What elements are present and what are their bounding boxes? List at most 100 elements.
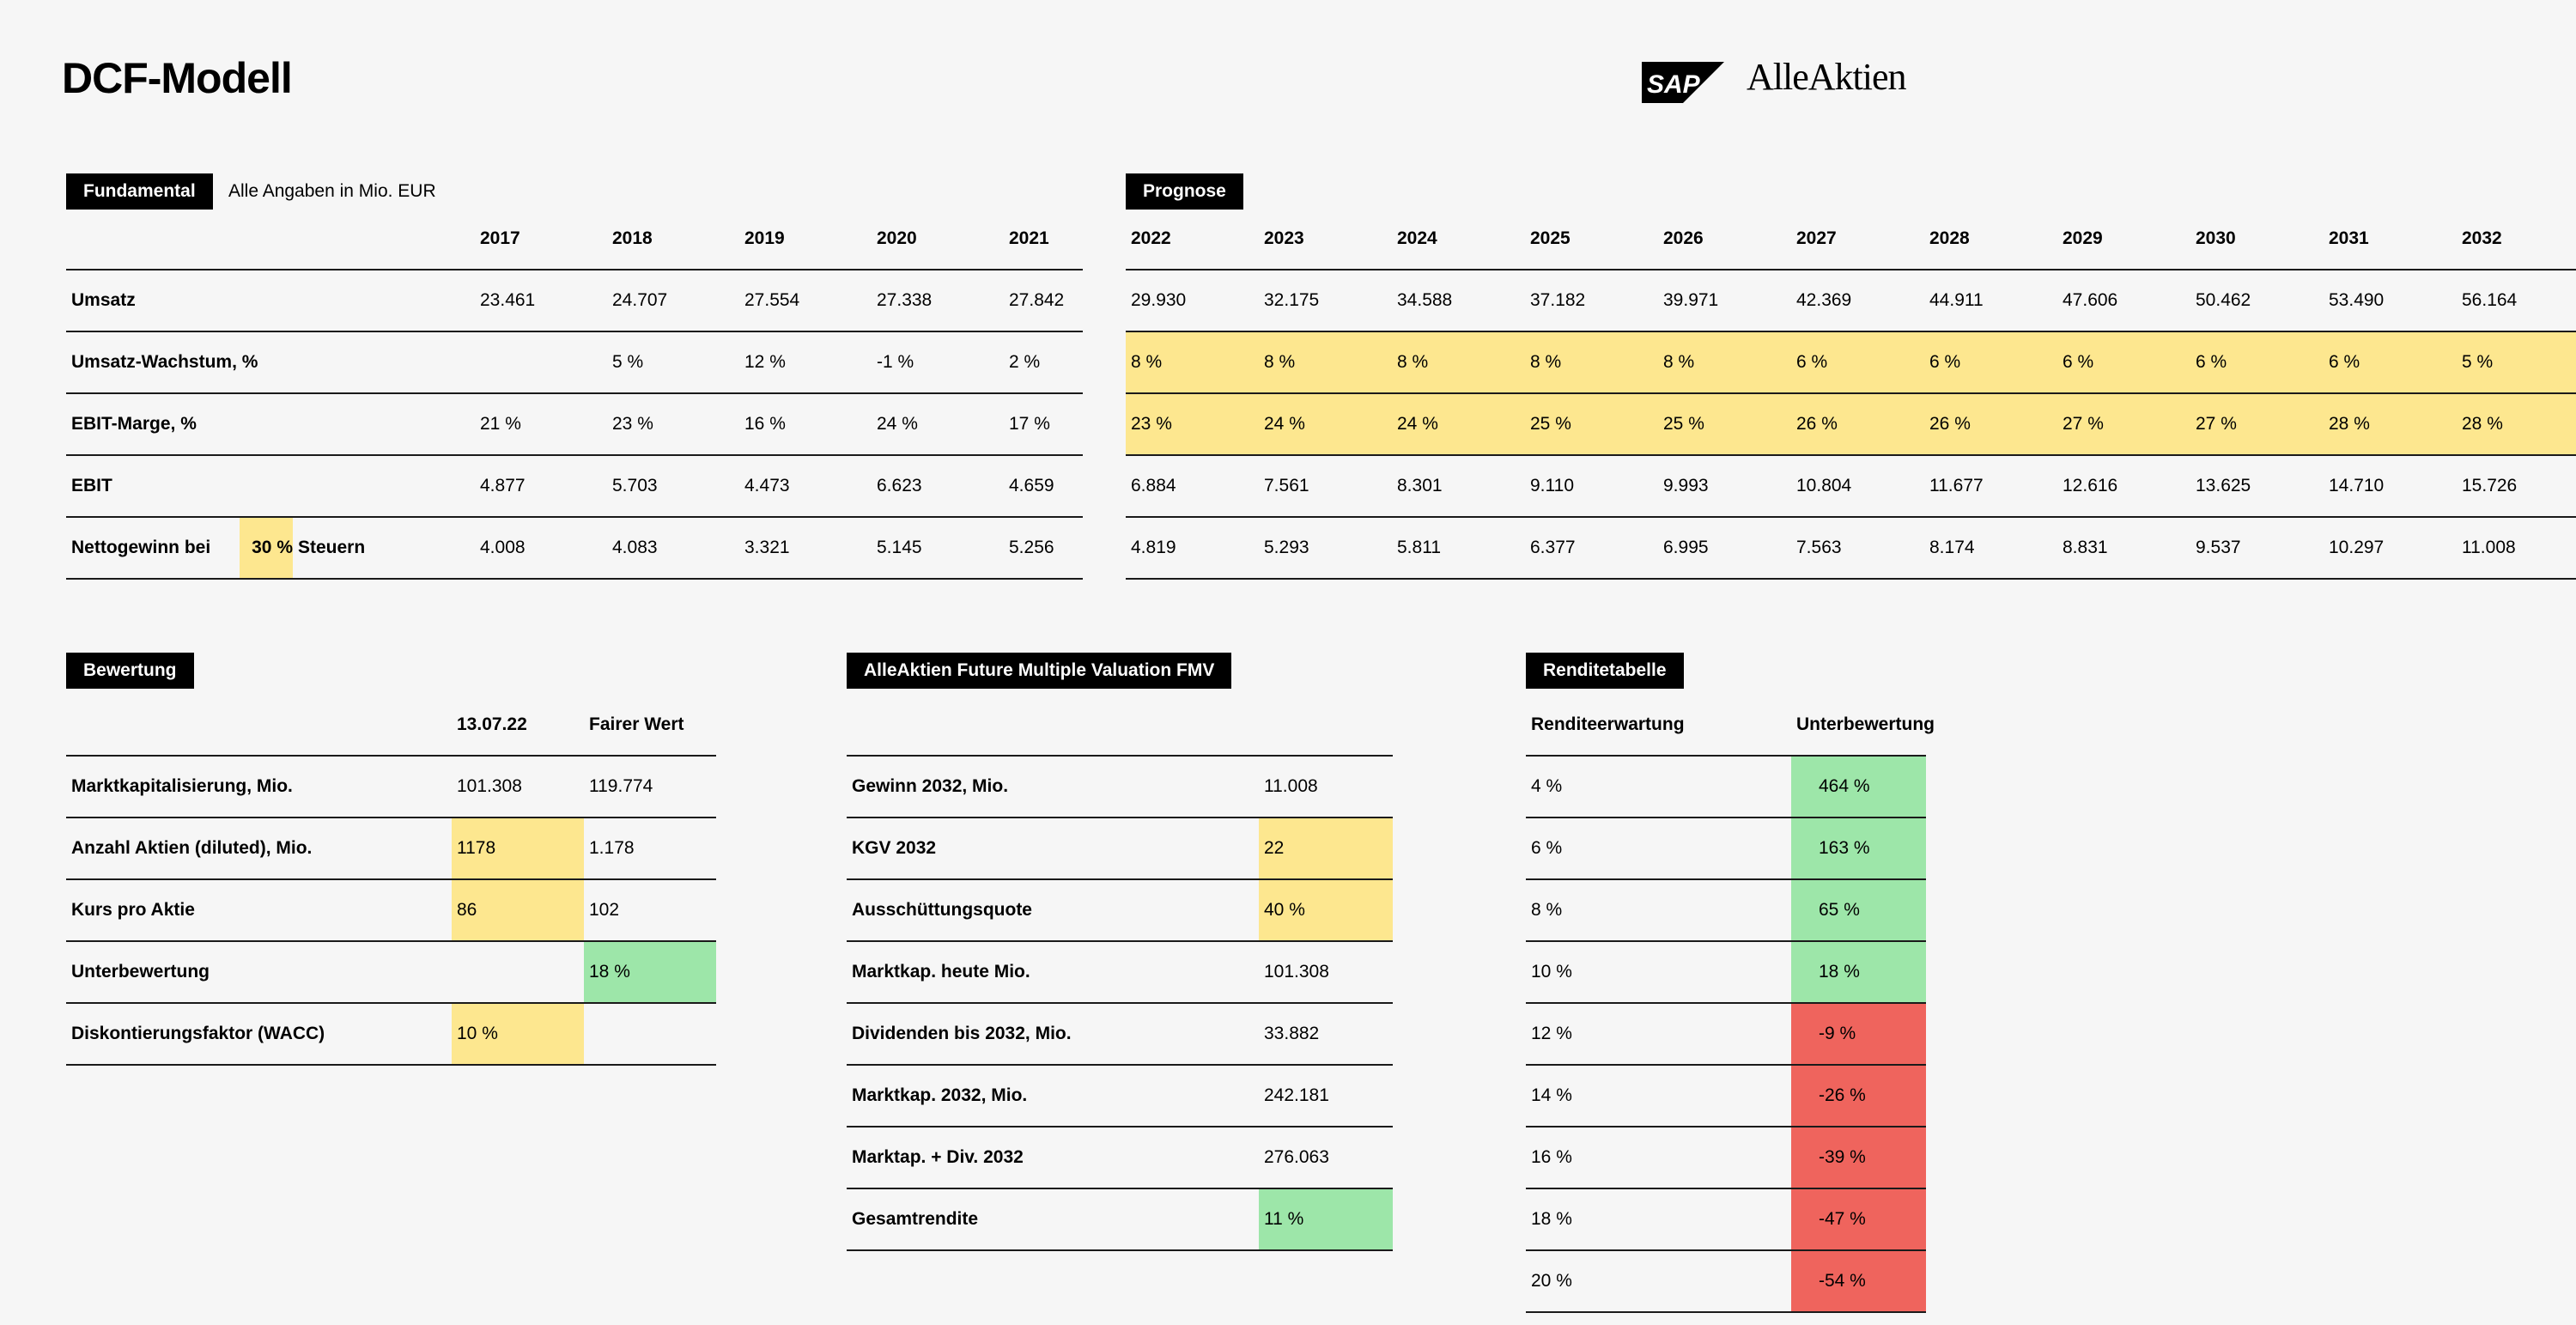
input-cell[interactable]: 23 % [1126, 393, 1259, 456]
cell: 21 % [475, 393, 607, 456]
cell: 16 % [1526, 1127, 1791, 1189]
input-cell[interactable]: 27 % [2190, 393, 2324, 456]
undervaluation-cell: 65 % [1791, 879, 1926, 942]
table-row: Marktap. + Div. 2032 276.063 [847, 1127, 1393, 1189]
row-label: Gesamtrendite [847, 1188, 1259, 1251]
input-cell[interactable]: 26 % [1924, 393, 2057, 456]
input-cell[interactable]: 6 % [1791, 331, 1924, 394]
sap-logo: SAP [1642, 62, 1724, 103]
input-cell[interactable]: 26 % [1791, 393, 1924, 456]
year-header: 2024 [1392, 209, 1525, 270]
input-cell[interactable]: 28 % [2457, 393, 2576, 456]
table-row: Gewinn 2032, Mio. 11.008 [847, 756, 1393, 818]
cell: 53.490 [2324, 270, 2457, 332]
input-cell[interactable]: 10 % [452, 1003, 584, 1066]
cell: 20 % [1526, 1250, 1791, 1313]
date-header: 13.07.22 [452, 695, 584, 757]
table-row: 4.819 5.293 5.811 6.377 6.995 7.563 8.17… [1126, 517, 2576, 580]
table-row: Umsatz-Wachstum, % 5 % 12 % -1 % 2 % [66, 331, 1083, 394]
input-cell[interactable]: 8 % [1525, 331, 1658, 394]
table-row: Marktkap. 2032, Mio. 242.181 [847, 1065, 1393, 1127]
cell: 10.804 [1791, 455, 1924, 518]
cell: 12 % [1526, 1003, 1791, 1066]
input-cell[interactable]: 22 [1259, 817, 1393, 880]
fair-value-header: Fairer Wert [584, 695, 716, 757]
row-label: Marktkap. 2032, Mio. [847, 1065, 1259, 1127]
fmv-table: Gewinn 2032, Mio. 11.008 KGV 2032 22 Aus… [847, 695, 1393, 1251]
year-header: 2020 [872, 209, 1004, 270]
table-row: 20 % -54 % [1526, 1250, 1926, 1313]
cell: 18 % [1526, 1188, 1791, 1251]
input-cell[interactable]: 28 % [2324, 393, 2457, 456]
input-cell[interactable]: 86 [452, 879, 584, 942]
cell: 23.461 [475, 270, 607, 332]
input-cell[interactable]: 27 % [2057, 393, 2190, 456]
table-row: KGV 2032 22 [847, 817, 1393, 880]
input-cell[interactable]: 40 % [1259, 879, 1393, 942]
cell: 6 % [1526, 817, 1791, 880]
input-cell[interactable]: 6 % [2057, 331, 2190, 394]
cell: 9.537 [2190, 517, 2324, 580]
table-row: Nettogewinn bei 30 % Steuern 4.008 4.083… [66, 517, 1083, 580]
bewertung-label: Bewertung [66, 653, 194, 689]
cell: 12.616 [2057, 455, 2190, 518]
table-row: Dividenden bis 2032, Mio. 33.882 [847, 1003, 1393, 1066]
table-row: EBIT-Marge, % 21 % 23 % 16 % 24 % 17 % [66, 393, 1083, 456]
undervaluation-cell: 163 % [1791, 817, 1926, 880]
table-row: Ausschüttungsquote 40 % [847, 879, 1393, 942]
input-cell[interactable]: 6 % [2190, 331, 2324, 394]
table-row: EBIT 4.877 5.703 4.473 6.623 4.659 [66, 455, 1083, 518]
row-label: Dividenden bis 2032, Mio. [847, 1003, 1259, 1066]
cell: 4.473 [739, 455, 872, 518]
table-row: Marktkap. heute Mio. 101.308 [847, 941, 1393, 1004]
year-header-row: 2022 2023 2024 2025 2026 2027 2028 2029 … [1126, 209, 2576, 270]
year-header: 2025 [1525, 209, 1658, 270]
undervaluation-cell: 18 % [1791, 941, 1926, 1004]
table-row: Kurs pro Aktie 86 102 [66, 879, 716, 942]
cell: 34.588 [1392, 270, 1525, 332]
cell: 14.710 [2324, 455, 2457, 518]
input-cell[interactable]: 6 % [2324, 331, 2457, 394]
input-cell[interactable]: 8 % [1392, 331, 1525, 394]
cell: 29.930 [1126, 270, 1259, 332]
cell [584, 1003, 716, 1066]
input-cell[interactable]: 5 % [2457, 331, 2576, 394]
cell: -1 % [872, 331, 1004, 394]
cell: 11.677 [1924, 455, 2057, 518]
input-cell[interactable]: 24 % [1259, 393, 1392, 456]
year-header: 2021 [1004, 209, 1083, 270]
cell: 32.175 [1259, 270, 1392, 332]
input-cell[interactable]: 25 % [1658, 393, 1791, 456]
row-label: Umsatz [66, 270, 475, 332]
row-label: EBIT [66, 455, 475, 518]
input-cell[interactable]: 8 % [1126, 331, 1259, 394]
cell: 11.008 [2457, 517, 2576, 580]
cell [475, 331, 607, 394]
cell: 15.726 [2457, 455, 2576, 518]
tax-rate-input[interactable]: 30 % [240, 518, 293, 578]
cell: 5.811 [1392, 517, 1525, 580]
table-row: 18 % -47 % [1526, 1188, 1926, 1251]
cell: 10.297 [2324, 517, 2457, 580]
cell: 6.884 [1126, 455, 1259, 518]
table-row: Gesamtrendite 11 % [847, 1188, 1393, 1251]
input-cell[interactable]: 1178 [452, 817, 584, 880]
header-row: 13.07.22 Fairer Wert [66, 695, 716, 757]
table-row: Diskontierungsfaktor (WACC) 10 % [66, 1003, 716, 1066]
cell [452, 941, 584, 1004]
cell: 33.882 [1259, 1003, 1393, 1066]
input-cell[interactable]: 8 % [1658, 331, 1791, 394]
cell: 5.703 [607, 455, 739, 518]
input-cell[interactable]: 24 % [1392, 393, 1525, 456]
input-cell[interactable]: 6 % [1924, 331, 2057, 394]
cell: 42.369 [1791, 270, 1924, 332]
input-cell[interactable]: 8 % [1259, 331, 1392, 394]
cell: 12 % [739, 331, 872, 394]
cell: 5 % [607, 331, 739, 394]
page-title: DCF-Modell [62, 54, 293, 102]
cell: 7.561 [1259, 455, 1392, 518]
row-label: Umsatz-Wachstum, % [66, 331, 475, 394]
row-label: Unterbewertung [66, 941, 452, 1004]
cell: 6.623 [872, 455, 1004, 518]
input-cell[interactable]: 25 % [1525, 393, 1658, 456]
